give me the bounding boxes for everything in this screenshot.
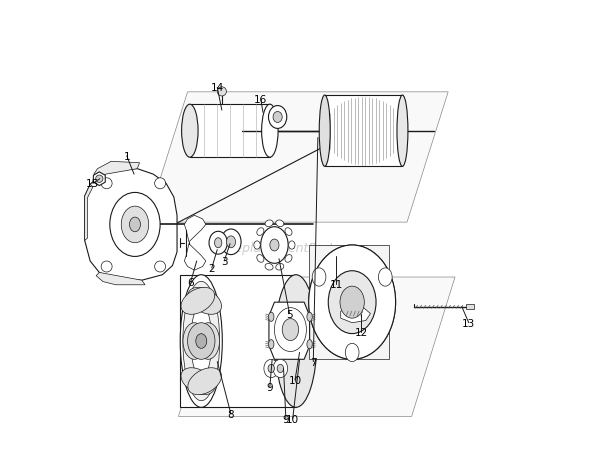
Ellipse shape xyxy=(319,96,330,167)
Ellipse shape xyxy=(282,319,299,341)
Ellipse shape xyxy=(264,359,278,378)
Polygon shape xyxy=(180,275,296,408)
Ellipse shape xyxy=(196,323,219,359)
Text: 6: 6 xyxy=(188,277,194,287)
Ellipse shape xyxy=(307,340,312,349)
Polygon shape xyxy=(94,162,140,176)
Ellipse shape xyxy=(289,241,295,250)
Polygon shape xyxy=(340,307,371,323)
Ellipse shape xyxy=(254,241,260,250)
Ellipse shape xyxy=(309,246,395,359)
Text: 1: 1 xyxy=(123,151,130,162)
Text: 2: 2 xyxy=(208,263,215,273)
Text: 9: 9 xyxy=(267,382,273,392)
Ellipse shape xyxy=(273,112,282,123)
Ellipse shape xyxy=(285,255,292,263)
Ellipse shape xyxy=(268,364,274,373)
Ellipse shape xyxy=(188,288,221,314)
Ellipse shape xyxy=(328,271,376,334)
Ellipse shape xyxy=(183,282,219,401)
Ellipse shape xyxy=(307,313,312,322)
Polygon shape xyxy=(184,216,206,242)
Text: 13: 13 xyxy=(462,318,476,328)
Ellipse shape xyxy=(276,220,284,227)
Ellipse shape xyxy=(265,264,273,270)
Polygon shape xyxy=(269,302,310,359)
Ellipse shape xyxy=(270,240,279,252)
Ellipse shape xyxy=(312,268,326,286)
Polygon shape xyxy=(93,173,105,186)
Ellipse shape xyxy=(268,313,274,322)
Ellipse shape xyxy=(188,323,215,359)
Ellipse shape xyxy=(181,288,215,314)
Text: 14: 14 xyxy=(211,83,224,93)
Ellipse shape xyxy=(188,368,221,395)
Text: 10: 10 xyxy=(289,375,301,385)
Text: 3: 3 xyxy=(221,257,227,266)
Polygon shape xyxy=(85,169,177,280)
Polygon shape xyxy=(184,244,206,270)
Ellipse shape xyxy=(221,230,241,255)
Ellipse shape xyxy=(285,228,292,236)
Ellipse shape xyxy=(191,305,212,378)
Ellipse shape xyxy=(215,238,222,248)
Text: 11: 11 xyxy=(330,279,343,289)
Ellipse shape xyxy=(227,236,235,248)
Ellipse shape xyxy=(397,96,408,167)
Ellipse shape xyxy=(261,227,288,264)
Ellipse shape xyxy=(183,323,206,359)
Ellipse shape xyxy=(180,275,222,408)
Text: 9: 9 xyxy=(283,414,289,424)
Polygon shape xyxy=(190,105,270,158)
Polygon shape xyxy=(178,277,455,417)
Ellipse shape xyxy=(209,232,227,255)
Ellipse shape xyxy=(276,264,284,270)
Ellipse shape xyxy=(122,207,149,243)
Text: 16: 16 xyxy=(254,95,267,105)
Ellipse shape xyxy=(155,179,166,190)
Text: 10: 10 xyxy=(286,414,299,424)
Ellipse shape xyxy=(340,286,364,319)
Ellipse shape xyxy=(155,262,166,272)
Ellipse shape xyxy=(268,340,274,349)
Text: 7: 7 xyxy=(310,357,317,367)
Ellipse shape xyxy=(273,359,288,378)
Text: 15: 15 xyxy=(86,179,100,189)
Text: 12: 12 xyxy=(355,327,368,337)
Polygon shape xyxy=(96,273,145,285)
Ellipse shape xyxy=(96,176,103,183)
Ellipse shape xyxy=(196,334,206,348)
Text: 8: 8 xyxy=(228,409,234,419)
Ellipse shape xyxy=(110,193,160,257)
Polygon shape xyxy=(85,185,93,241)
Ellipse shape xyxy=(275,275,317,408)
Ellipse shape xyxy=(217,88,227,97)
Ellipse shape xyxy=(261,105,278,158)
Ellipse shape xyxy=(101,262,112,272)
Ellipse shape xyxy=(277,364,284,373)
Ellipse shape xyxy=(268,106,287,129)
Polygon shape xyxy=(467,305,474,309)
Ellipse shape xyxy=(378,268,392,286)
Ellipse shape xyxy=(257,255,264,263)
Polygon shape xyxy=(324,96,402,167)
Ellipse shape xyxy=(181,368,215,395)
Ellipse shape xyxy=(309,246,395,359)
Polygon shape xyxy=(309,246,389,359)
Ellipse shape xyxy=(265,220,273,227)
Ellipse shape xyxy=(101,179,112,190)
Ellipse shape xyxy=(257,228,264,236)
Polygon shape xyxy=(146,93,448,223)
Text: 5: 5 xyxy=(286,309,293,319)
Ellipse shape xyxy=(129,218,140,232)
Ellipse shape xyxy=(182,105,198,158)
Ellipse shape xyxy=(345,343,359,362)
Text: eReplacementParts.com: eReplacementParts.com xyxy=(219,241,371,254)
Ellipse shape xyxy=(274,308,306,352)
